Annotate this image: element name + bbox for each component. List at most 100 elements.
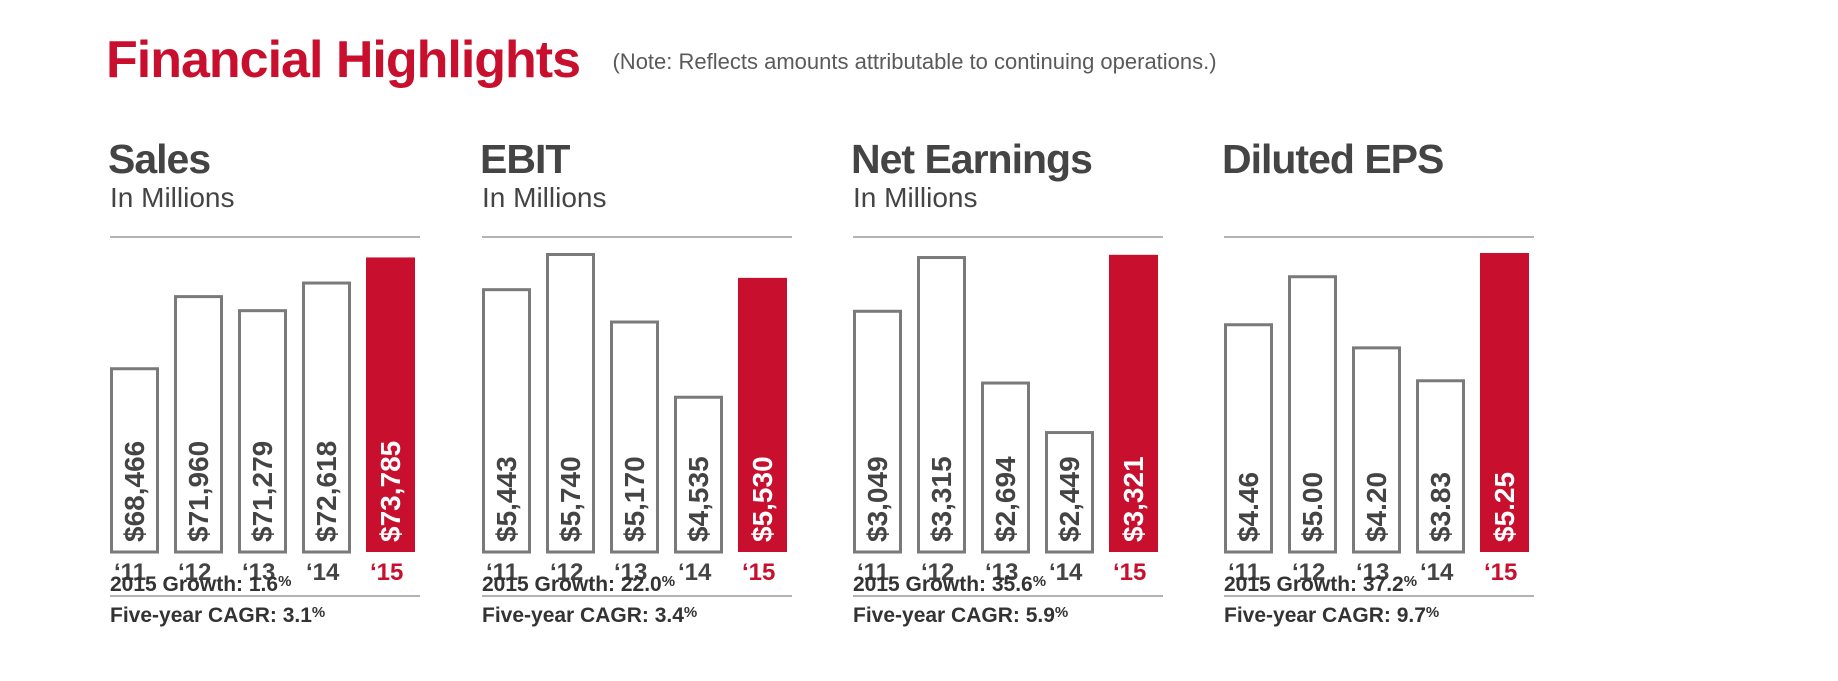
bar-5: [366, 257, 415, 552]
growth-unit: %: [1032, 573, 1047, 590]
panel-sales: Sales In Millions $68,466 ‘11 $71,960 ‘12 $7…: [108, 136, 420, 636]
bar-value-label: $5.25: [1489, 472, 1520, 542]
growth-line: 2015 Growth: 22.0%: [482, 570, 697, 601]
bar-value-label: $4.20: [1361, 472, 1392, 542]
bar-value-label: $73,785: [375, 441, 406, 542]
bar-2: [1288, 275, 1337, 554]
bar-3: [1352, 346, 1401, 554]
x-tick-label: ‘14: [1420, 559, 1454, 586]
bar-value-label: $71,960: [183, 441, 214, 542]
x-tick-label: ‘11: [114, 559, 146, 586]
cagr-text: Five-year CAGR: 3.4: [482, 604, 684, 627]
cagr-line: Five-year CAGR: 5.9%: [853, 601, 1068, 632]
cagr-unit: %: [1425, 604, 1440, 621]
bar-value-label: $5,443: [491, 456, 522, 542]
bar-value-label: $5.00: [1297, 472, 1328, 542]
growth-text: 2015 Growth: 1.6: [110, 573, 279, 596]
bar-1: [110, 367, 159, 554]
x-tick-label: ‘13: [1356, 559, 1389, 586]
panel-subtitle: In Millions: [482, 182, 607, 213]
bar-1: [482, 288, 531, 554]
cagr-unit: %: [1054, 604, 1069, 621]
growth-text: 2015 Growth: 22.0: [482, 573, 662, 596]
bar-1: [853, 309, 902, 554]
panel-footer: 2015 Growth: 35.6% Five-year CAGR: 5.9%: [853, 570, 1068, 632]
cagr-unit: %: [683, 604, 698, 621]
x-tick-label: ‘15: [1484, 559, 1517, 586]
panel-subtitle: In Millions: [110, 182, 235, 213]
cagr-line: Five-year CAGR: 3.1%: [110, 601, 325, 632]
x-tick-label: ‘12: [178, 559, 211, 586]
x-tick-label: ‘15: [1113, 559, 1146, 586]
bar-value-label: $4,535: [683, 456, 714, 542]
bar-value-label: $2,449: [1054, 456, 1085, 542]
bar-value-label: $72,618: [311, 441, 342, 542]
bar-value-label: $4.46: [1233, 472, 1264, 542]
growth-text: 2015 Growth: 37.2: [1224, 573, 1404, 596]
cagr-line: Five-year CAGR: 9.7%: [1224, 601, 1439, 632]
x-tick-label: ‘13: [242, 559, 275, 586]
chart-sales: $68,466 ‘11 $71,960 ‘12 $71,279 ‘13 $72,618 ‘14…: [110, 236, 420, 597]
panel-footer: 2015 Growth: 22.0% Five-year CAGR: 3.4%: [482, 570, 697, 632]
chart-net-earnings: $3,049 ‘11 $3,315 ‘12 $2,694 ‘13 $2,449 ‘14 $3,3…: [853, 236, 1163, 597]
bar-3: [610, 320, 659, 554]
bar-value-label: $71,279: [247, 441, 278, 542]
growth-line: 2015 Growth: 37.2%: [1224, 570, 1439, 601]
panel-footer: 2015 Growth: 37.2% Five-year CAGR: 9.7%: [1224, 570, 1439, 632]
cagr-text: Five-year CAGR: 9.7: [1224, 604, 1426, 627]
x-tick-label: ‘14: [678, 559, 712, 586]
growth-unit: %: [278, 573, 292, 590]
chart-diluted-eps: $4.46 ‘11 $5.00 ‘12 $4.20 ‘13 $3.83 ‘14 $5.25 ‘15: [1224, 236, 1534, 597]
x-tick-label: ‘12: [1292, 559, 1325, 586]
bar-4: [1045, 431, 1094, 554]
x-tick-label: ‘15: [370, 559, 403, 586]
x-tick-label: ‘13: [614, 559, 647, 586]
panel-subtitle: In Millions: [853, 182, 978, 213]
panel-diluted-eps: Diluted EPS $4.46 ‘11 $5.00 ‘12 $4.20 ‘13 $3.8…: [1222, 136, 1534, 636]
panel-net-earnings: Net Earnings In Millions $3,049 ‘11 $3,315…: [851, 136, 1163, 636]
panel-ebit: EBIT In Millions $5,443 ‘11 $5,740 ‘12 $5,17…: [480, 136, 792, 636]
bar-1: [1224, 323, 1273, 554]
bar-5: [1480, 253, 1529, 552]
bar-4: [1416, 379, 1465, 554]
panel-footer: 2015 Growth: 1.6% Five-year CAGR: 3.1%: [110, 570, 325, 632]
bar-4: [302, 281, 351, 554]
bar-3: [238, 309, 287, 554]
x-tick-label: ‘15: [742, 559, 775, 586]
x-tick-label: ‘13: [985, 559, 1018, 586]
cagr-text: Five-year CAGR: 3.1: [110, 604, 312, 627]
panel-title: Sales: [108, 136, 211, 182]
bar-5: [738, 277, 787, 552]
chart-ebit: $5,443 ‘11 $5,740 ‘12 $5,170 ‘13 $4,535 ‘14 $5,5…: [482, 236, 792, 597]
cagr-unit: %: [311, 604, 326, 621]
bar-3: [981, 381, 1030, 554]
bar-4: [674, 395, 723, 554]
bar-value-label: $5,170: [619, 456, 650, 542]
panel-title: EBIT: [480, 136, 570, 182]
panel-title: Net Earnings: [851, 136, 1093, 182]
x-tick-label: ‘12: [550, 559, 583, 586]
cagr-line: Five-year CAGR: 3.4%: [482, 601, 697, 632]
bar-value-label: $3,321: [1118, 456, 1149, 542]
page-note: (Note: Reflects amounts attributable to …: [612, 49, 1217, 74]
bar-5: [1109, 254, 1158, 552]
growth-text: 2015 Growth: 35.6: [853, 573, 1033, 596]
panel-title: Diluted EPS: [1222, 136, 1444, 182]
x-tick-label: ‘11: [857, 559, 889, 586]
bar-value-label: $3,315: [926, 456, 957, 542]
bar-value-label: $5,530: [747, 456, 778, 542]
growth-unit: %: [661, 573, 676, 590]
page-title: Financial Highlights: [106, 31, 581, 89]
bar-2: [174, 295, 223, 554]
x-tick-label: ‘11: [486, 559, 518, 586]
growth-line: 2015 Growth: 35.6%: [853, 570, 1068, 601]
bar-value-label: $3.83: [1425, 472, 1456, 542]
page-header: Financial Highlights (Note: Reflects amo…: [106, 30, 1217, 90]
bar-2: [917, 256, 966, 554]
growth-unit: %: [1403, 573, 1418, 590]
bar-value-label: $2,694: [990, 456, 1021, 542]
cagr-text: Five-year CAGR: 5.9: [853, 604, 1055, 627]
bar-value-label: $3,049: [862, 456, 893, 542]
x-tick-label: ‘12: [921, 559, 954, 586]
growth-line: 2015 Growth: 1.6%: [110, 570, 325, 601]
